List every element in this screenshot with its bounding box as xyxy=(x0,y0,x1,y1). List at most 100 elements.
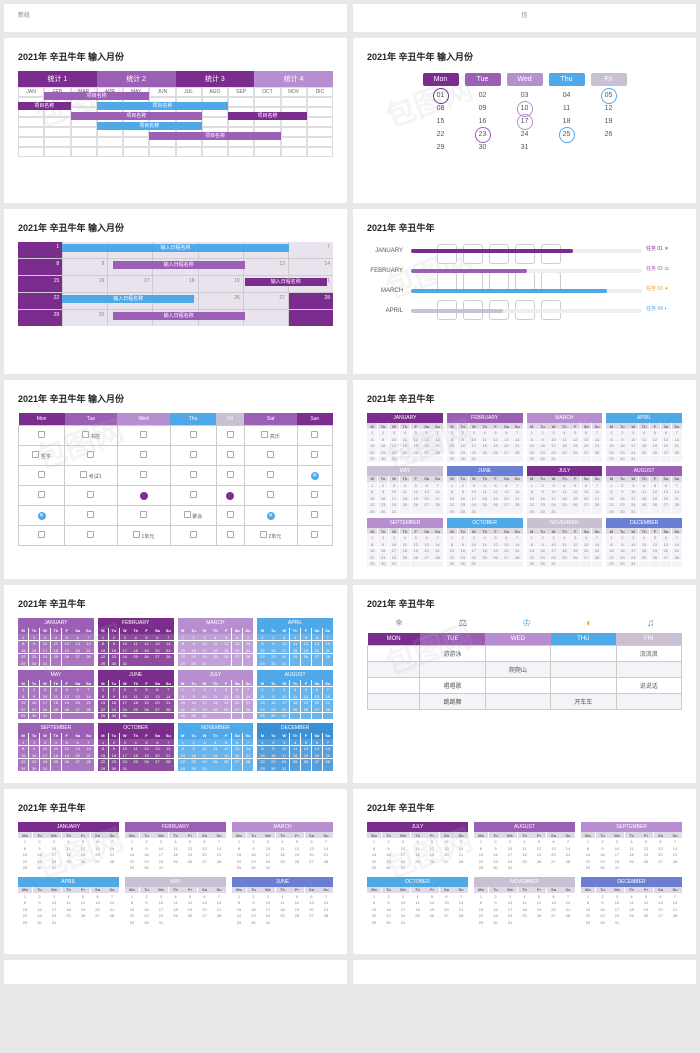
day: 26 xyxy=(62,706,72,712)
day: 5 xyxy=(425,839,439,845)
day xyxy=(559,456,569,462)
day xyxy=(243,660,253,666)
day: 3 xyxy=(469,430,479,436)
dow: Tu xyxy=(33,887,47,893)
day: 19 xyxy=(183,906,197,912)
day: 30 xyxy=(617,508,627,514)
day: 18 xyxy=(290,647,300,653)
day: 8 xyxy=(474,845,488,851)
day: 31 xyxy=(548,508,558,514)
day: 22 xyxy=(178,654,188,660)
dow: F xyxy=(141,680,151,686)
day: 15 xyxy=(367,852,381,858)
day: 22 xyxy=(527,554,537,560)
bg-boxes xyxy=(437,244,561,264)
day xyxy=(91,919,105,925)
check-cell: 书店 xyxy=(65,426,118,446)
dow: Sa xyxy=(501,423,511,429)
day xyxy=(512,561,522,567)
day: 19 xyxy=(62,752,72,758)
icon-row: ⚛⚖♔◐♫ xyxy=(367,618,682,629)
day: 28 xyxy=(323,759,333,765)
day: 24 xyxy=(469,502,479,508)
dow: Mo xyxy=(18,832,32,838)
day: 2 xyxy=(378,535,388,541)
day: 20 xyxy=(654,906,668,912)
day: 27 xyxy=(421,502,431,508)
day: 22 xyxy=(367,554,377,560)
day-header: WED xyxy=(485,633,550,646)
week-row: 0809101112 xyxy=(367,105,682,112)
day: 3 xyxy=(469,482,479,488)
day: 29 xyxy=(474,919,488,925)
day: 13 xyxy=(232,746,242,752)
day: 8 xyxy=(447,541,457,547)
dow: We xyxy=(154,887,168,893)
day: 28 xyxy=(512,554,522,560)
day: 8 xyxy=(178,641,188,647)
day: 31 xyxy=(469,456,479,462)
slide-title: 2021年 辛丑牛年 xyxy=(367,801,682,814)
day: 31 xyxy=(120,660,130,666)
day: 12 xyxy=(62,641,72,647)
day: 31 xyxy=(396,919,410,925)
day xyxy=(432,508,442,514)
dow: F xyxy=(221,628,231,634)
slide: 2021年 辛丑牛年 输入月份包图网1234567891011121314151… xyxy=(4,209,347,374)
day: 27 xyxy=(547,913,561,919)
day xyxy=(276,865,290,871)
day: 6 xyxy=(152,687,162,693)
gantt-bar: 项目名称 xyxy=(44,92,149,100)
day: 7 xyxy=(668,893,682,899)
day: 20 xyxy=(91,906,105,912)
day xyxy=(232,713,242,719)
day: 26 xyxy=(650,554,660,560)
day: 29 xyxy=(178,660,188,666)
category-icon: ⚛ xyxy=(394,618,403,629)
day-cell: 15 xyxy=(423,118,459,125)
day: 26 xyxy=(411,502,421,508)
day: 4 xyxy=(130,687,140,693)
check-cell xyxy=(244,466,297,486)
day: 31 xyxy=(40,713,50,719)
activity-cell xyxy=(551,645,616,661)
dow: Sa xyxy=(654,887,668,893)
day: 25 xyxy=(559,502,569,508)
checkbox-icon xyxy=(267,491,274,498)
dow: W xyxy=(628,423,638,429)
check-cell xyxy=(297,506,332,526)
day: 7 xyxy=(668,839,682,845)
day: 24 xyxy=(610,858,624,864)
day xyxy=(130,660,140,666)
dow: Th xyxy=(130,733,140,739)
day: 7 xyxy=(672,430,682,436)
day xyxy=(625,865,639,871)
day: 21 xyxy=(243,647,253,653)
dow: Tu xyxy=(188,733,198,739)
day: 14 xyxy=(592,541,602,547)
day: 6 xyxy=(501,430,511,436)
day: 30 xyxy=(33,919,47,925)
day: 7 xyxy=(243,739,253,745)
day: 24 xyxy=(610,913,624,919)
day xyxy=(243,713,253,719)
day: 22 xyxy=(474,858,488,864)
day: 9 xyxy=(29,693,39,699)
slide-top: 新统 xyxy=(4,4,347,32)
dow: Th xyxy=(51,733,61,739)
activity-wrap: ⚛⚖♔◐♫MONTUEWEDTHUFRI游游泳流流浪爬爬山唱唱歌说说话跳跳舞开车… xyxy=(367,618,682,710)
day: 16 xyxy=(109,700,119,706)
day-cell: 30 xyxy=(465,144,501,151)
day: 6 xyxy=(305,839,319,845)
cal-cell: 14 xyxy=(289,259,333,275)
day: 27 xyxy=(232,706,242,712)
day xyxy=(130,713,140,719)
checkbox-icon xyxy=(38,471,45,478)
day: 26 xyxy=(650,449,660,455)
day: 13 xyxy=(305,900,319,906)
day: 5 xyxy=(532,839,546,845)
day: 24 xyxy=(389,449,399,455)
week-row: 2223242526 xyxy=(367,131,682,138)
day-header: TUE xyxy=(420,633,485,646)
dow: Su xyxy=(83,733,93,739)
